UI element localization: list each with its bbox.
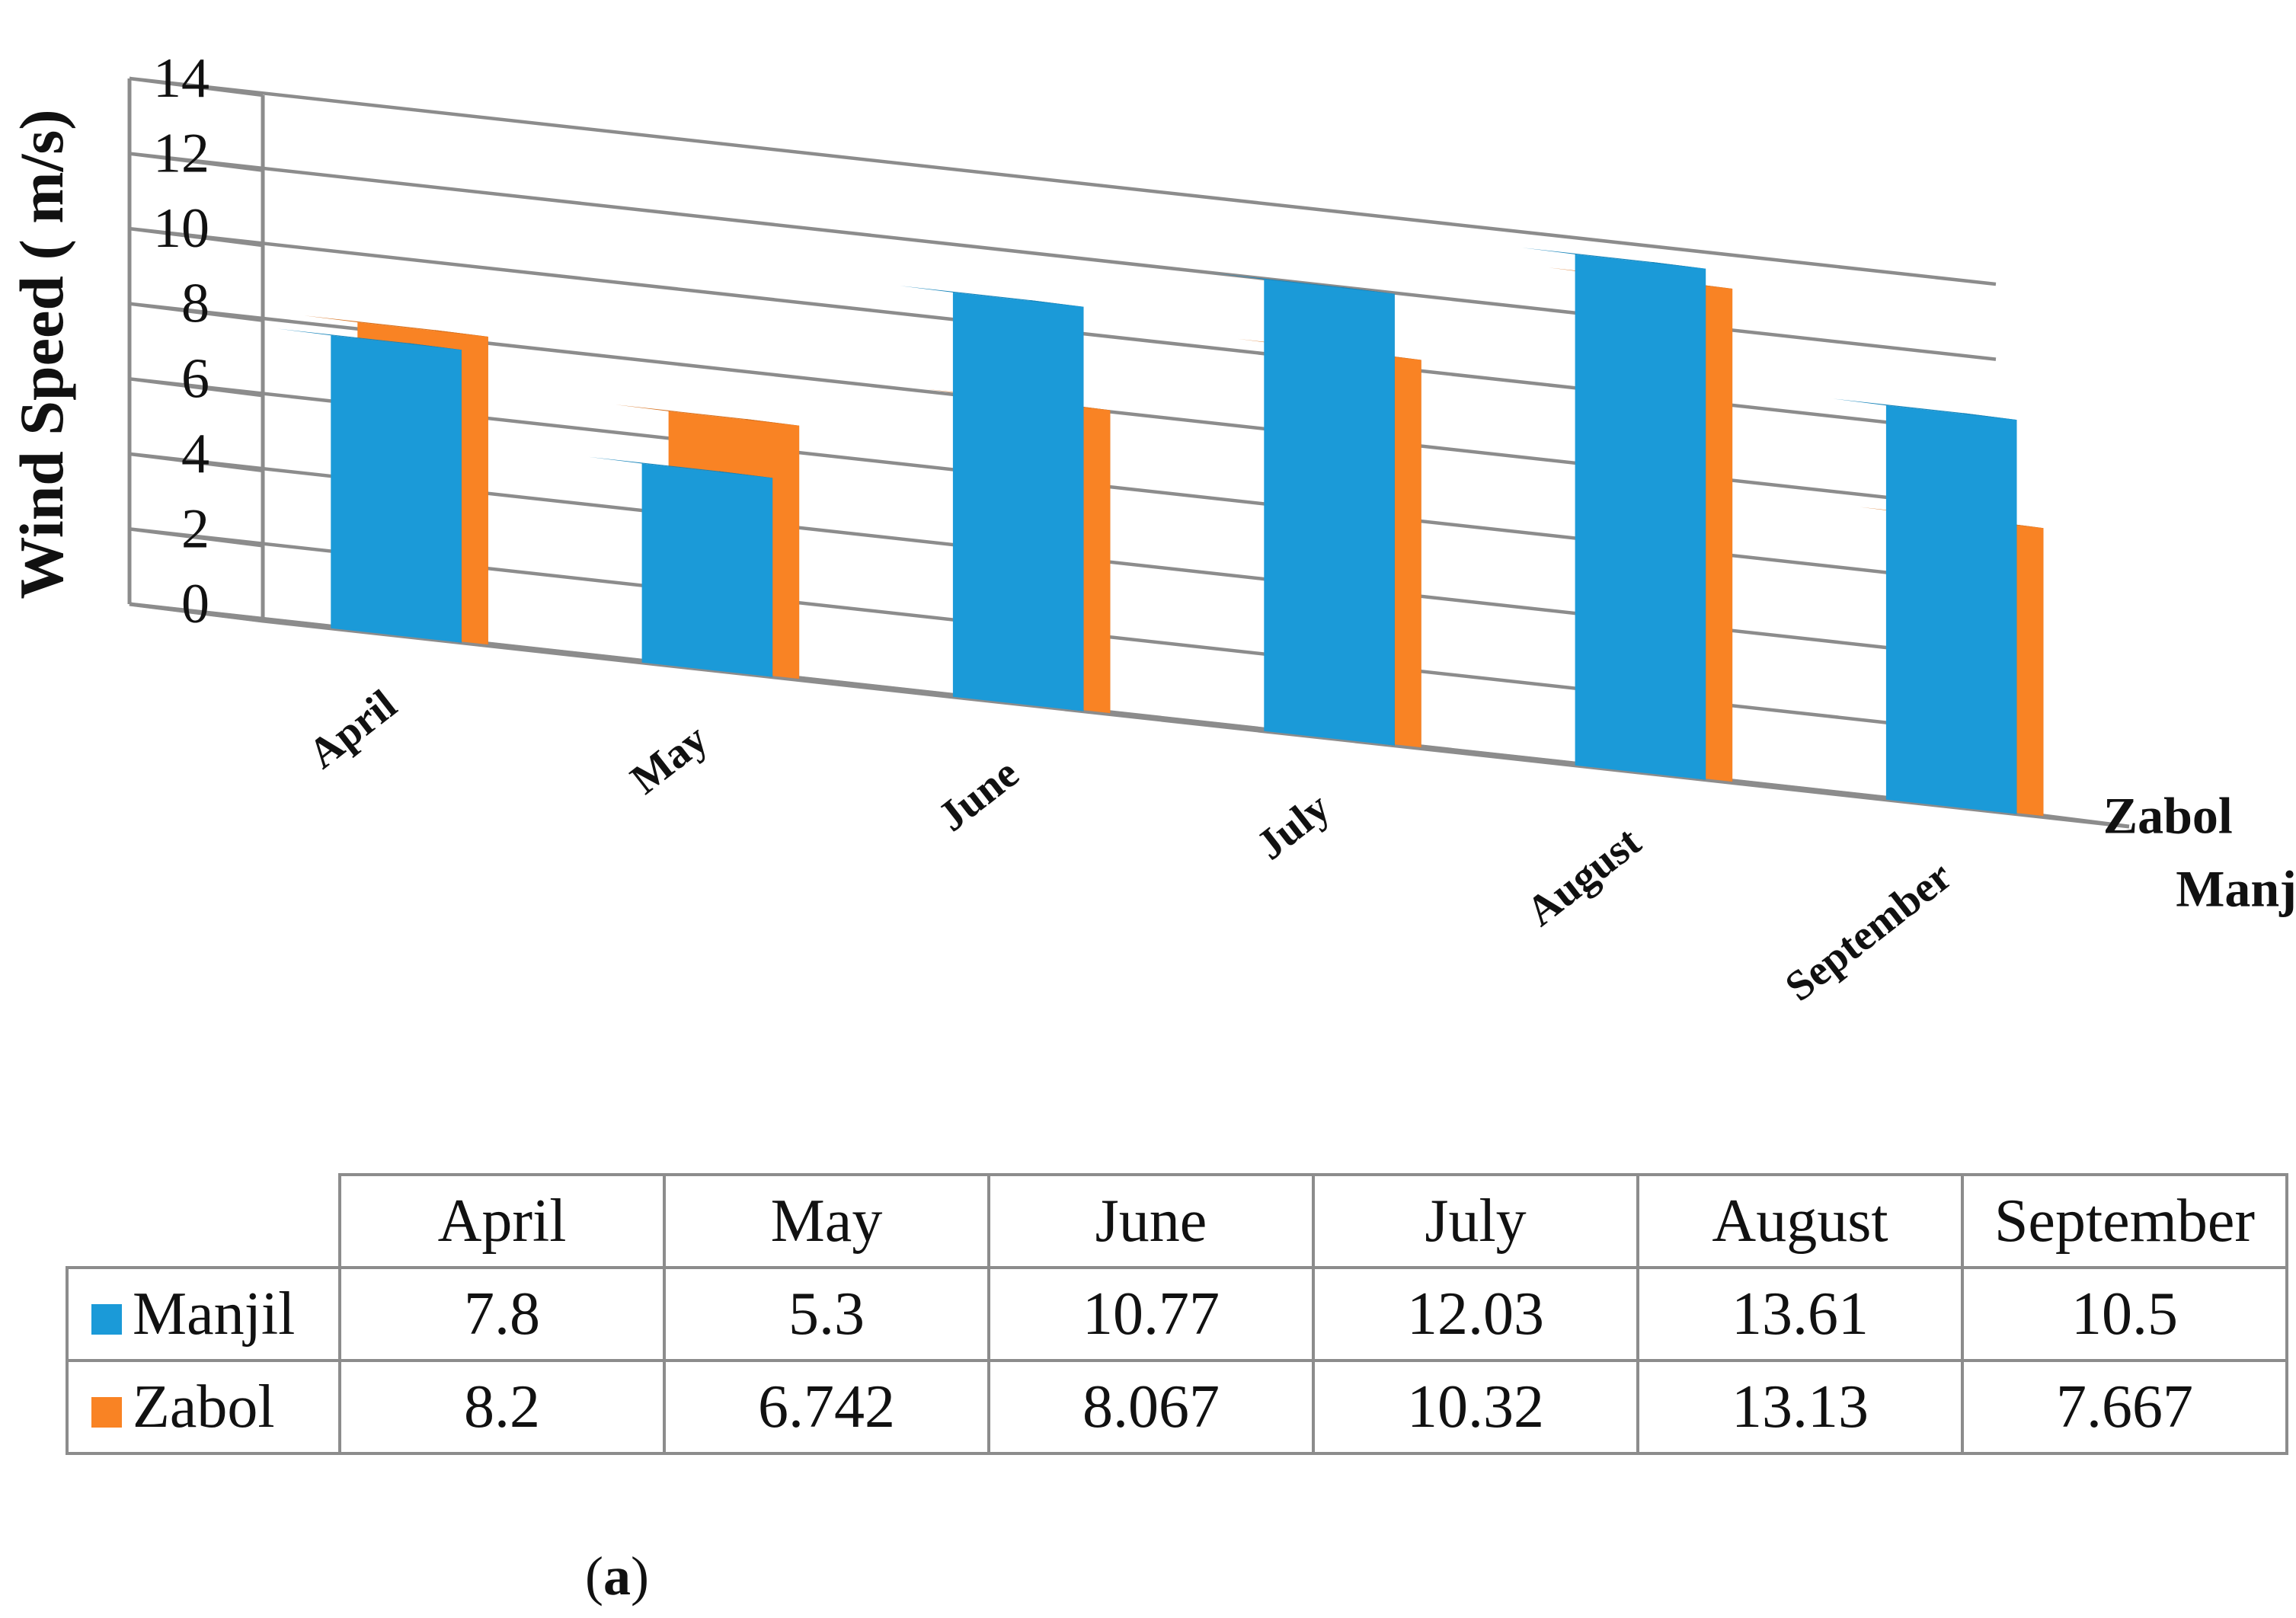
- bar-manjil-june: [899, 286, 1084, 711]
- depth-axis-labels: Manjil Zabol: [2103, 787, 2296, 918]
- table-header-cell: August: [1636, 1173, 1964, 1269]
- bar-top-face: [1832, 398, 2017, 420]
- x-tick-label: May: [622, 715, 717, 804]
- bar-manjil-september: [1832, 398, 2017, 814]
- table-cell: 5.3: [663, 1266, 990, 1362]
- caption-letter: a: [603, 1546, 631, 1607]
- table-cell: 7.667: [1961, 1359, 2288, 1455]
- gridline: [129, 76, 1997, 286]
- bar-top-face: [615, 404, 800, 426]
- bar-front-face: [1885, 405, 2017, 814]
- x-tick-label: August: [1517, 818, 1649, 935]
- table-cell: 6.742: [663, 1359, 990, 1455]
- table-row-label: Manjil: [66, 1266, 341, 1362]
- bar-front-face: [641, 463, 773, 677]
- figure-caption: (a): [0, 1545, 1234, 1608]
- table-cell: 12.03: [1312, 1266, 1639, 1362]
- table-cell: 10.77: [987, 1266, 1315, 1362]
- table-header-cell: June: [987, 1173, 1315, 1269]
- table-header-row: April May June July August September: [67, 1173, 2288, 1269]
- bars: [277, 248, 2044, 817]
- table-header-cell: July: [1312, 1173, 1639, 1269]
- depth-label-manjil: Manjil: [2176, 860, 2296, 918]
- table-row-zabol: Zabol 8.2 6.742 8.067 10.32 13.13 7.667: [66, 1359, 2288, 1455]
- y-axis-label: Wind Speed ( m/s): [7, 109, 76, 599]
- y-tick-label: 8: [181, 273, 209, 335]
- bar-front-face: [1264, 279, 1395, 746]
- y-tick-label: 10: [153, 197, 209, 260]
- table-row-label: Zabol: [66, 1359, 341, 1455]
- y-tick-label: 4: [181, 423, 209, 485]
- y-tick-label: 14: [153, 47, 209, 110]
- y-tick-label: 12: [153, 123, 209, 185]
- bar-top-face: [1521, 248, 1706, 269]
- bar-manjil-may: [588, 456, 773, 677]
- x-tick-label: June: [929, 750, 1028, 841]
- table-header-cell: May: [663, 1173, 990, 1269]
- x-tick-label: July: [1248, 784, 1338, 869]
- caption-open-paren: (: [585, 1546, 603, 1607]
- table-row-manjil: Manjil 7.8 5.3 10.77 12.03 13.61 10.5: [66, 1266, 2288, 1362]
- y-axis-ticks: 0 2 4 6 8 10 12 14: [153, 47, 209, 635]
- table-cell: 7.8: [338, 1266, 666, 1362]
- table-header-cell: April: [338, 1173, 666, 1269]
- bar-manjil-august: [1521, 248, 1706, 780]
- data-table: April May June July August September Man…: [66, 1173, 2288, 1455]
- bar-top-face: [1210, 273, 1395, 294]
- bar-front-face: [1575, 254, 1706, 780]
- bar-top-face: [277, 328, 462, 350]
- caption-close-paren: ): [631, 1546, 649, 1607]
- wind-speed-3d-bar-chart: 0 2 4 6 8 10 12 14 April May June July August Septem…: [7, 47, 2296, 1011]
- table-cell: 13.13: [1636, 1359, 1964, 1455]
- y-tick-label: 0: [181, 573, 209, 635]
- table-cell: 8.2: [338, 1359, 666, 1455]
- depth-label-zabol: Zabol: [2103, 787, 2233, 845]
- table-cell: 10.32: [1312, 1359, 1639, 1455]
- table-row-label-text: Manjil: [133, 1280, 296, 1348]
- bar-top-face: [899, 286, 1084, 307]
- table-row-label-text: Zabol: [133, 1373, 275, 1441]
- table-header-cell: September: [1961, 1173, 2288, 1269]
- zabol-legend-swatch: [91, 1397, 122, 1428]
- y-tick-label: 6: [181, 347, 209, 410]
- bar-top-face: [304, 315, 488, 337]
- manjil-legend-swatch: [91, 1304, 122, 1335]
- bar-front-face: [331, 335, 462, 643]
- bar-top-face: [588, 456, 773, 478]
- bar-front-face: [952, 292, 1084, 711]
- x-tick-label: April: [299, 681, 405, 778]
- table-cell: 8.067: [987, 1359, 1315, 1455]
- bar-manjil-july: [1210, 273, 1395, 746]
- bar-manjil-april: [277, 328, 462, 643]
- table-corner-cell: [67, 1175, 341, 1269]
- table-cell: 10.5: [1961, 1266, 2288, 1362]
- y-tick-label: 2: [181, 497, 209, 560]
- x-tick-label: September: [1776, 852, 1961, 1011]
- table-cell: 13.61: [1636, 1266, 1964, 1362]
